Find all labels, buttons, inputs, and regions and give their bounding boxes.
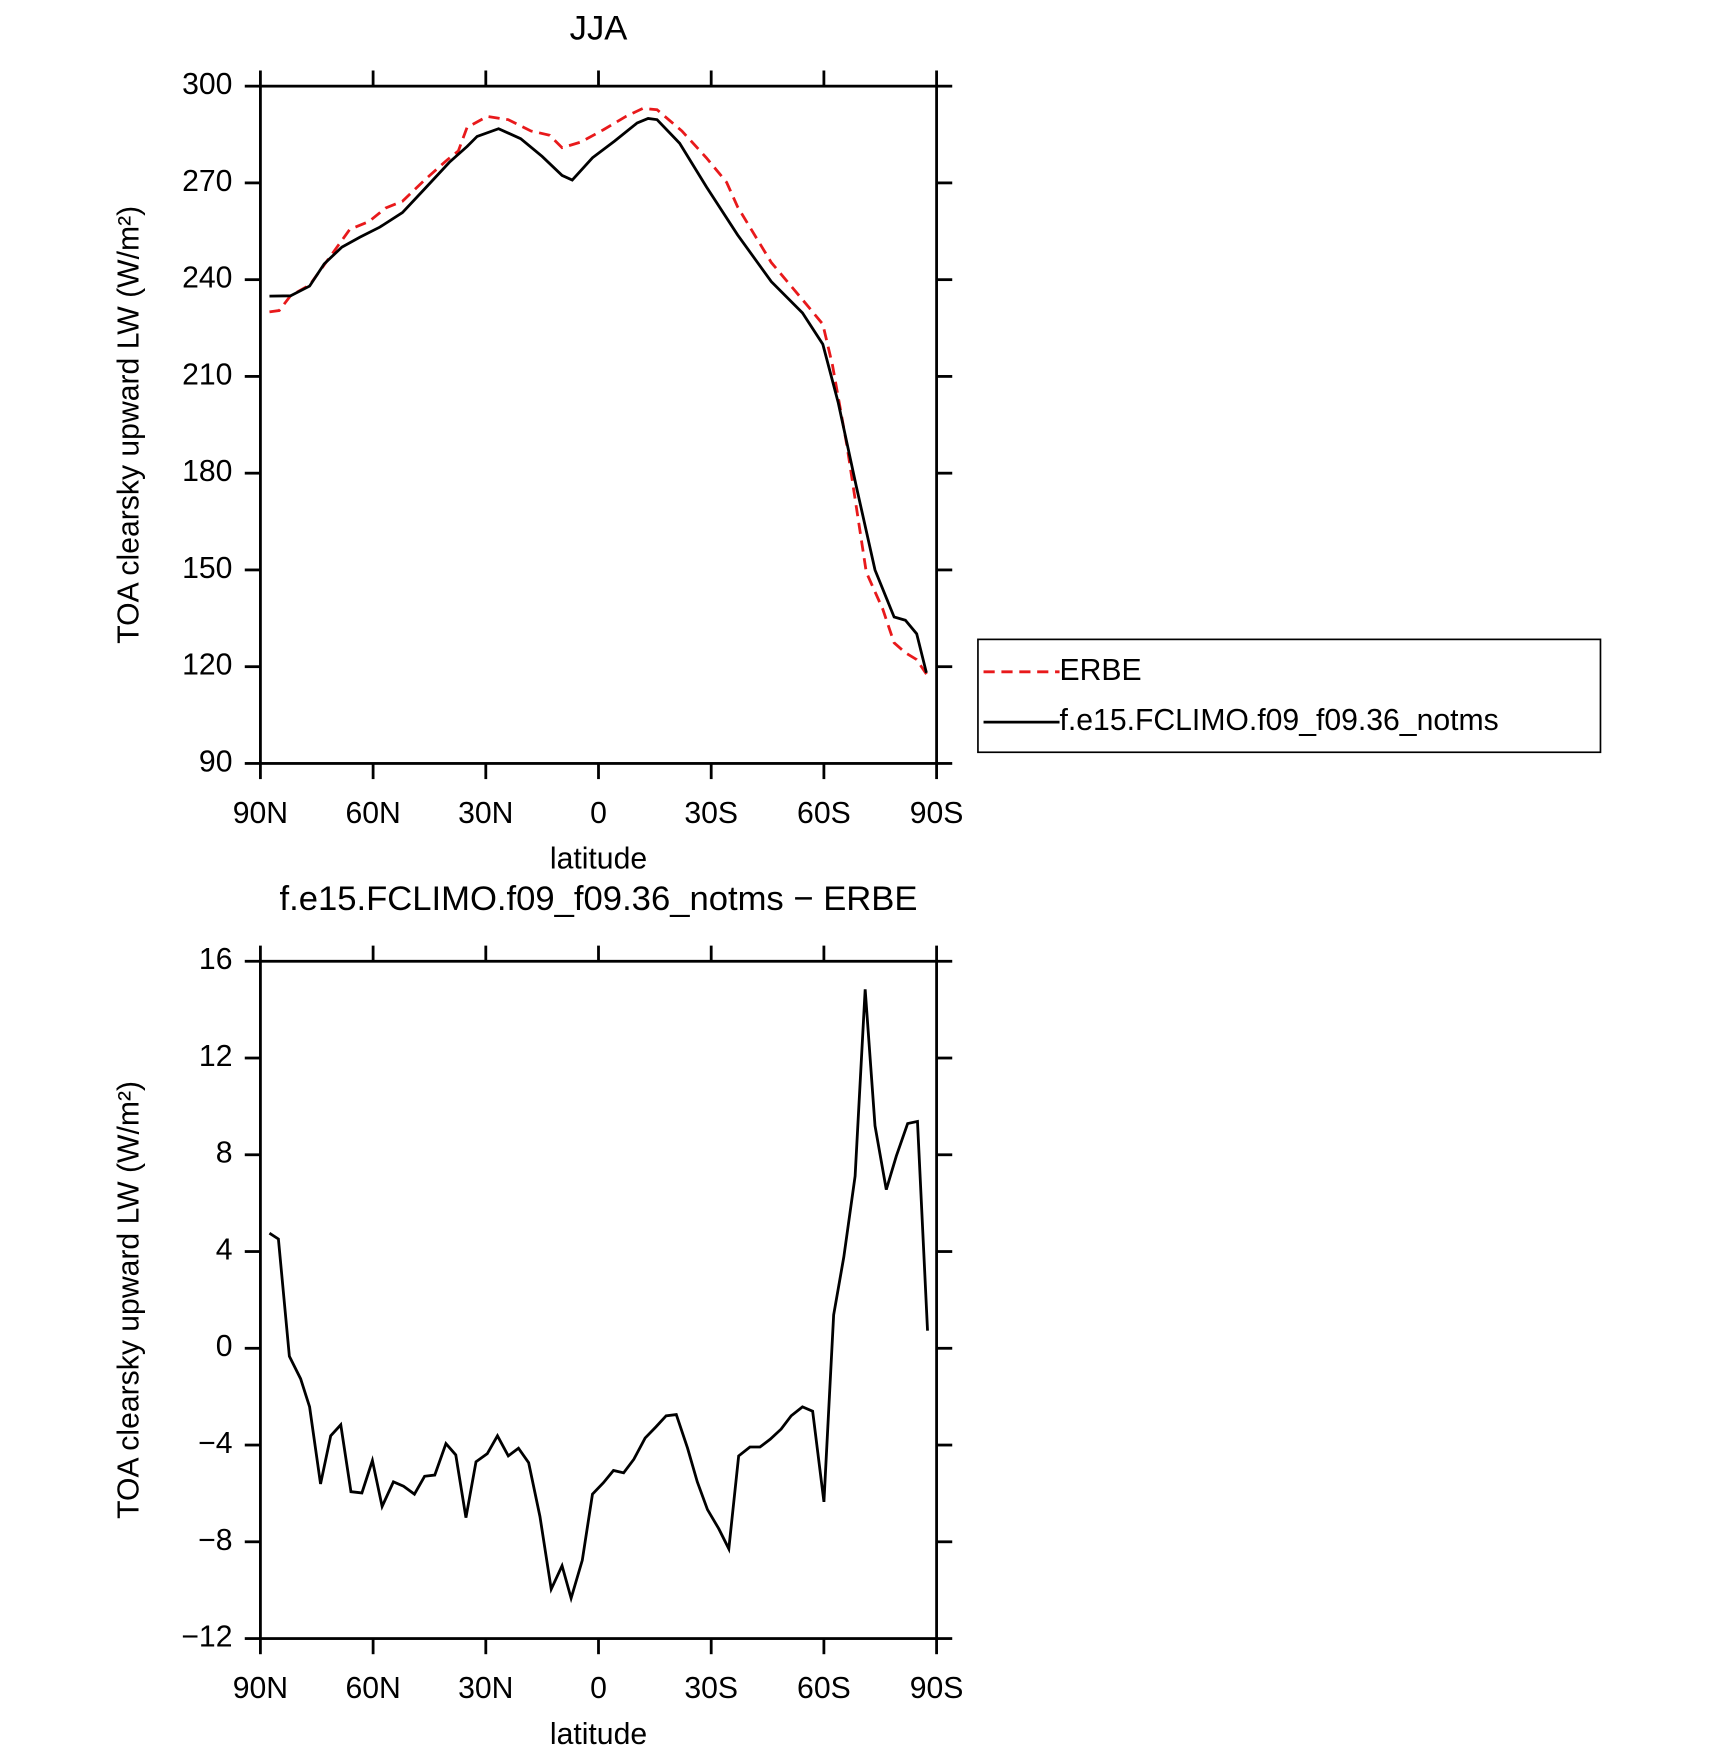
x-tick-label: 60N xyxy=(345,797,400,830)
y-tick-label: 120 xyxy=(182,649,232,682)
y-tick-label: −4 xyxy=(198,1427,232,1460)
x-tick-label: 90N xyxy=(233,797,288,830)
x-tick-label: 30N xyxy=(458,797,513,830)
y-tick-label: 210 xyxy=(182,358,232,391)
x-tick-label: 30N xyxy=(458,1672,513,1705)
y-axis-label: TOA clearsky upward LW (W/m²) xyxy=(113,1081,146,1519)
y-tick-label: 12 xyxy=(199,1040,233,1073)
legend-box xyxy=(977,638,1602,754)
legend-label: ERBE xyxy=(1060,654,1142,687)
x-tick-label: 0 xyxy=(590,797,607,830)
data-line xyxy=(269,106,928,675)
x-axis-label: latitude xyxy=(550,843,647,876)
y-tick-label: 240 xyxy=(182,262,232,295)
y-tick-label: 300 xyxy=(182,68,232,101)
data-line xyxy=(268,989,929,1604)
x-axis-label: latitude xyxy=(550,1718,647,1751)
x-tick-label: 60S xyxy=(797,1672,851,1705)
chart-title: JJA xyxy=(570,9,629,47)
y-tick-label: −12 xyxy=(181,1621,232,1654)
plot-frame xyxy=(259,84,938,765)
x-tick-label: 60N xyxy=(345,1672,400,1705)
y-tick-label: 150 xyxy=(182,552,232,585)
x-tick-label: 30S xyxy=(684,797,738,830)
plot-frame xyxy=(259,959,938,1640)
y-tick-label: 180 xyxy=(182,455,232,488)
legend-label: f.e15.FCLIMO.f09_f09.36_notms xyxy=(1060,704,1499,737)
x-tick-label: 90N xyxy=(233,1672,288,1705)
x-tick-label: 90S xyxy=(910,797,964,830)
y-tick-label: 90 xyxy=(199,745,233,778)
x-tick-label: 0 xyxy=(590,1672,607,1705)
y-tick-label: −8 xyxy=(198,1524,232,1557)
x-tick-label: 30S xyxy=(684,1672,738,1705)
chart-title: f.e15.FCLIMO.f09_f09.36_notms − ERBE xyxy=(279,880,917,918)
x-tick-label: 90S xyxy=(910,1672,964,1705)
y-tick-label: 16 xyxy=(199,943,233,976)
data-line xyxy=(269,117,928,674)
y-tick-label: 8 xyxy=(216,1137,233,1170)
y-axis-label: TOA clearsky upward LW (W/m²) xyxy=(113,206,146,644)
x-tick-label: 60S xyxy=(797,797,851,830)
y-tick-label: 270 xyxy=(182,165,232,198)
y-tick-label: 4 xyxy=(216,1234,233,1267)
y-tick-label: 0 xyxy=(216,1330,233,1363)
